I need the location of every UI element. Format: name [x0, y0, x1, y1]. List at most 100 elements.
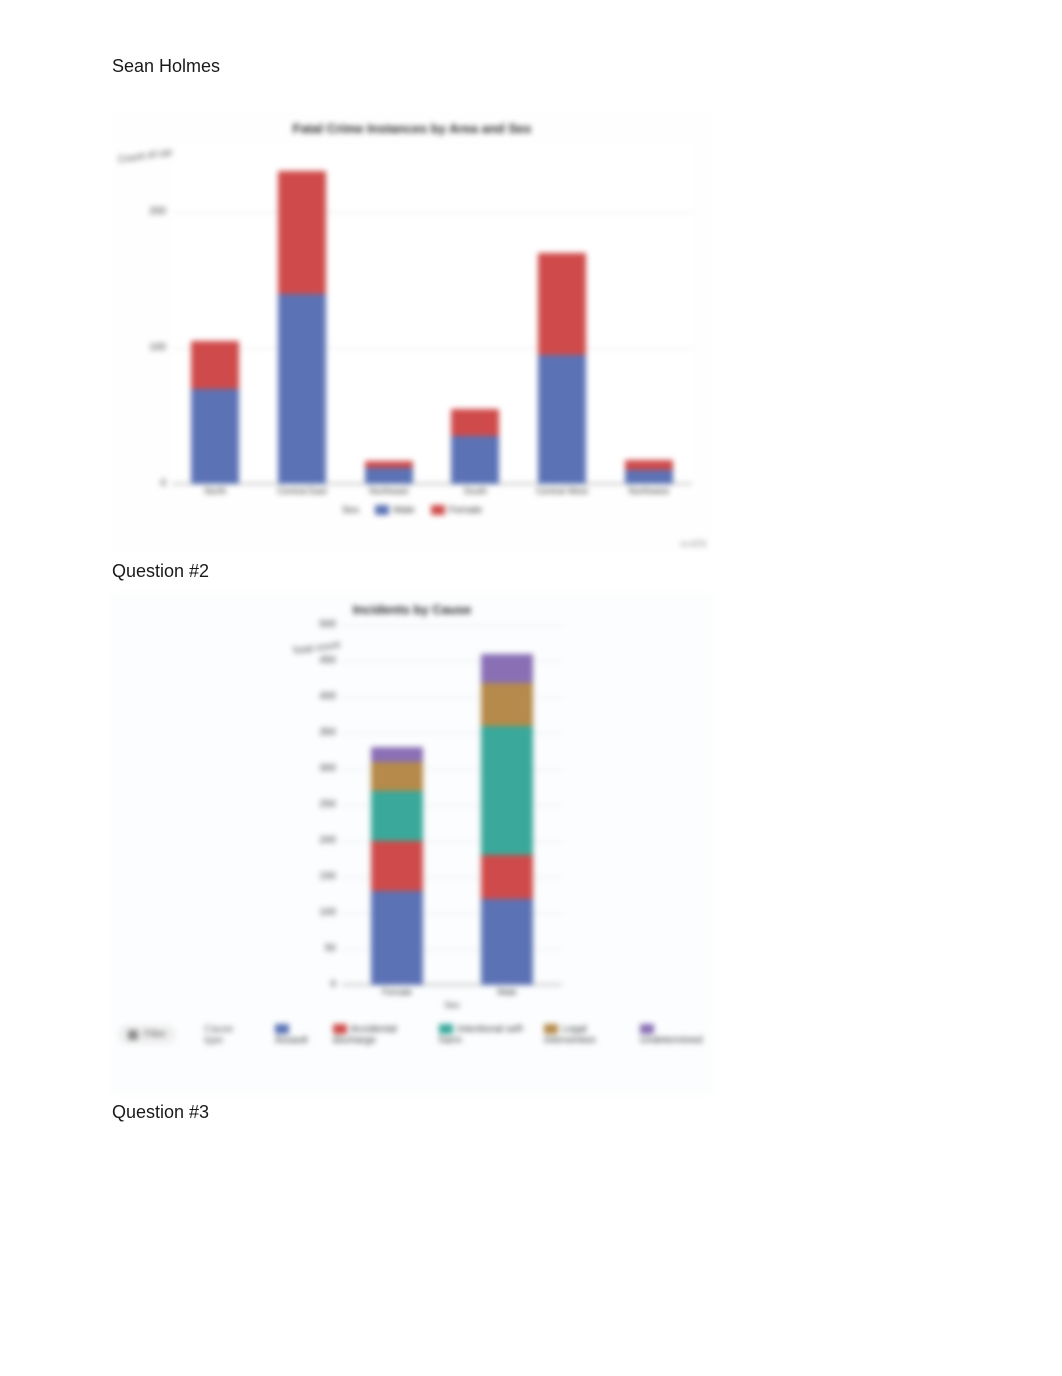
x-tick-label: Central West — [519, 486, 606, 497]
bar-group — [191, 341, 239, 484]
bar-group — [371, 747, 423, 985]
bar-stack — [278, 171, 326, 484]
bar-stack — [538, 253, 586, 484]
y-tick-label: 200 — [296, 835, 336, 846]
chart-1-legend: Sex Male Female — [342, 505, 482, 516]
document-page: Sean Holmes Fatal Crime Instances by Are… — [0, 0, 1062, 1215]
chart-1-x-labels: NorthCentral EastNortheastSouthCentral W… — [172, 486, 692, 497]
chart-1-legend-title: Sex — [342, 505, 359, 516]
y-tick-label: 200 — [126, 206, 166, 217]
x-tick-label: North — [172, 486, 259, 497]
bar-stack — [365, 461, 413, 484]
y-tick-label: 100 — [296, 907, 336, 918]
bar-group — [625, 460, 673, 484]
x-tick-label: Female — [342, 987, 452, 998]
legend-swatch — [375, 505, 389, 515]
bar-segment — [365, 461, 413, 468]
bar-segment — [625, 470, 673, 484]
chart-1-block: Fatal Crime Instances by Area and Sex Co… — [112, 113, 712, 553]
chart-1-footer-note: n=470 — [681, 539, 706, 549]
gridline — [172, 484, 692, 485]
author-name: Sean Holmes — [112, 56, 950, 77]
bar-segment — [191, 389, 239, 484]
bar-stack — [191, 341, 239, 484]
x-tick-label: Central East — [259, 486, 346, 497]
question-2-label: Question #2 — [112, 561, 950, 582]
chart-2-legend-title: Cause type — [204, 1024, 247, 1046]
bar-segment — [371, 747, 423, 761]
legend-label: Male — [393, 505, 415, 516]
bar-stack — [451, 409, 499, 484]
y-tick-label: 300 — [296, 763, 336, 774]
legend-item: Intentional self-harm — [439, 1024, 528, 1046]
bar-stack — [625, 460, 673, 484]
x-tick-label: South — [432, 486, 519, 497]
legend-swatch — [275, 1024, 289, 1034]
bar-group — [365, 461, 413, 484]
y-tick-label: 400 — [296, 691, 336, 702]
bars-row — [172, 144, 692, 484]
legend-item: Female — [431, 505, 482, 516]
y-tick-label: 450 — [296, 655, 336, 666]
x-tick-label: Northeast — [345, 486, 432, 497]
bar-stack — [481, 654, 533, 985]
bar-group — [451, 409, 499, 484]
y-tick-label: 0 — [126, 478, 166, 489]
bar-segment — [481, 899, 533, 985]
y-tick-label: 100 — [126, 342, 166, 353]
legend-item: Assault — [275, 1024, 317, 1046]
chart-2-plot-area: 050100150200250300350400450500 — [342, 625, 562, 985]
legend-item: Legal intervention — [544, 1024, 624, 1046]
legend-swatch — [439, 1024, 453, 1034]
bar-segment — [481, 855, 533, 898]
bar-segment — [278, 294, 326, 484]
y-tick-label: 350 — [296, 727, 336, 738]
y-tick-label: 50 — [296, 943, 336, 954]
bar-segment — [625, 460, 673, 471]
legend-swatch — [333, 1024, 347, 1034]
bars-row — [342, 625, 562, 985]
chart-2-x-labels: FemaleMale — [342, 987, 562, 998]
x-tick-label: Northwest — [605, 486, 692, 497]
x-tick-label: Male — [452, 987, 562, 998]
bar-segment — [481, 654, 533, 683]
chart-2-x-axis-title: Sex — [342, 1000, 562, 1010]
legend-label: Assault — [275, 1035, 308, 1046]
bar-group — [481, 654, 533, 985]
chart-1-plot-area: 0100200 — [172, 144, 692, 484]
bar-group — [538, 253, 586, 484]
y-tick-label: 150 — [296, 871, 336, 882]
bar-segment — [371, 762, 423, 791]
legend-item: Accidental discharge — [333, 1024, 423, 1046]
chart-2-title: Incidents by Cause — [112, 594, 712, 617]
chart-2-legend-pill: Filter — [118, 1025, 176, 1044]
bar-segment — [538, 355, 586, 484]
bar-segment — [191, 341, 239, 389]
gridline — [342, 985, 562, 986]
bar-segment — [451, 409, 499, 436]
y-tick-label: 0 — [296, 979, 336, 990]
legend-swatch — [640, 1024, 654, 1034]
bar-segment — [481, 726, 533, 856]
bar-segment — [365, 468, 413, 484]
bar-segment — [371, 791, 423, 841]
legend-label: Undetermined — [640, 1035, 703, 1046]
legend-label: Female — [449, 505, 482, 516]
chart-2-block: Incidents by Cause Total count 050100150… — [112, 594, 712, 1094]
bar-segment — [371, 891, 423, 985]
bar-segment — [451, 436, 499, 484]
legend-swatch — [544, 1024, 558, 1034]
chart-1-title: Fatal Crime Instances by Area and Sex — [112, 113, 712, 136]
legend-item: Undetermined — [640, 1024, 706, 1046]
bar-segment — [371, 841, 423, 891]
filter-icon — [128, 1030, 138, 1040]
question-3-label: Question #3 — [112, 1102, 950, 1123]
bar-segment — [538, 253, 586, 355]
y-tick-label: 500 — [296, 619, 336, 630]
bar-segment — [278, 171, 326, 293]
y-tick-label: 250 — [296, 799, 336, 810]
legend-item: Male — [375, 505, 415, 516]
chart-2-legend: Assault Accidental discharge Intentional s… — [275, 1024, 706, 1046]
bar-stack — [371, 747, 423, 985]
bar-group — [278, 171, 326, 484]
